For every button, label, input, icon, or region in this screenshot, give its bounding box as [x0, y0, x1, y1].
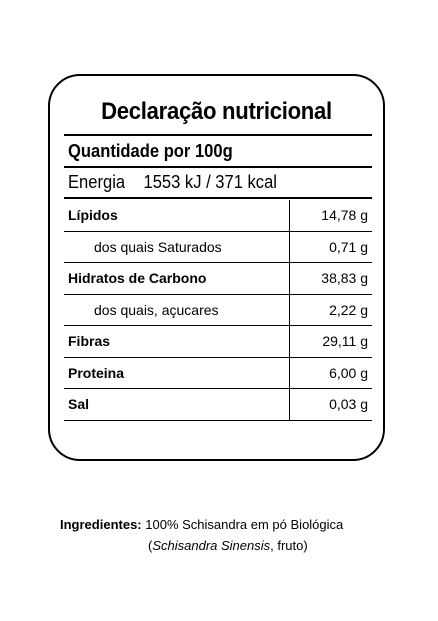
nutrient-name: Fibras — [68, 333, 111, 349]
energy-row: Energia 1553 kJ / 371 kcal — [68, 172, 277, 193]
divider-quantity — [64, 166, 372, 168]
nutrient-amount: 38,83 g — [321, 270, 368, 286]
quantity-heading: Quantidade por 100g — [68, 141, 233, 161]
energy-label: Energia — [68, 172, 126, 192]
nutrient-name: dos quais Saturados — [94, 238, 222, 255]
latin-name: Schisandra Sinensis — [152, 538, 271, 553]
energy-value: 1553 kJ / 371 kcal — [143, 172, 277, 192]
ingredients-text: 100% Schisandra em pó Biológica — [145, 517, 344, 532]
table-row: dos quais, açucares 2,22 g — [64, 295, 372, 326]
nutrition-title: Declaração nutricional — [101, 98, 332, 125]
nutrient-amount: 0,03 g — [329, 396, 368, 412]
table-row: Proteina 6,00 g — [64, 358, 372, 389]
nutrient-name: Lípidos — [68, 207, 118, 223]
nutrient-amount: 0,71 g — [329, 238, 368, 255]
nutrient-amount: 29,11 g — [322, 333, 368, 349]
table-row: Hidratos de Carbono 38,83 g — [64, 263, 372, 295]
open-paren: ( — [148, 538, 153, 553]
nutrient-table: Lípidos 14,78 g dos quais Saturados 0,71… — [64, 200, 372, 421]
nutrient-name: Proteina — [68, 364, 125, 381]
nutrient-name: Hidratos de Carbono — [68, 270, 207, 286]
divider-energy — [64, 197, 372, 199]
column-divider — [289, 200, 290, 420]
nutrition-label: Declaração nutricional Quantidade por 10… — [48, 74, 385, 461]
ingredients-label: Ingredientes: — [60, 517, 142, 532]
divider-top — [64, 134, 372, 136]
nutrient-amount: 14,78 g — [321, 207, 368, 223]
table-row: dos quais Saturados 0,71 g — [64, 232, 372, 263]
nutrient-amount: 2,22 g — [329, 301, 368, 318]
nutrient-name: dos quais, açucares — [94, 301, 219, 318]
ingredients-line: Ingredientes: 100% Schisandra em pó Biol… — [60, 517, 343, 532]
ingredients-latin-line: (Schisandra Sinensis, fruto) — [148, 538, 308, 553]
table-row: Sal 0,03 g — [64, 389, 372, 421]
table-row: Lípidos 14,78 g — [64, 200, 372, 232]
latin-suffix: , fruto) — [270, 538, 308, 553]
table-row: Fibras 29,11 g — [64, 326, 372, 358]
nutrient-name: Sal — [68, 396, 90, 412]
nutrient-amount: 6,00 g — [329, 364, 368, 381]
